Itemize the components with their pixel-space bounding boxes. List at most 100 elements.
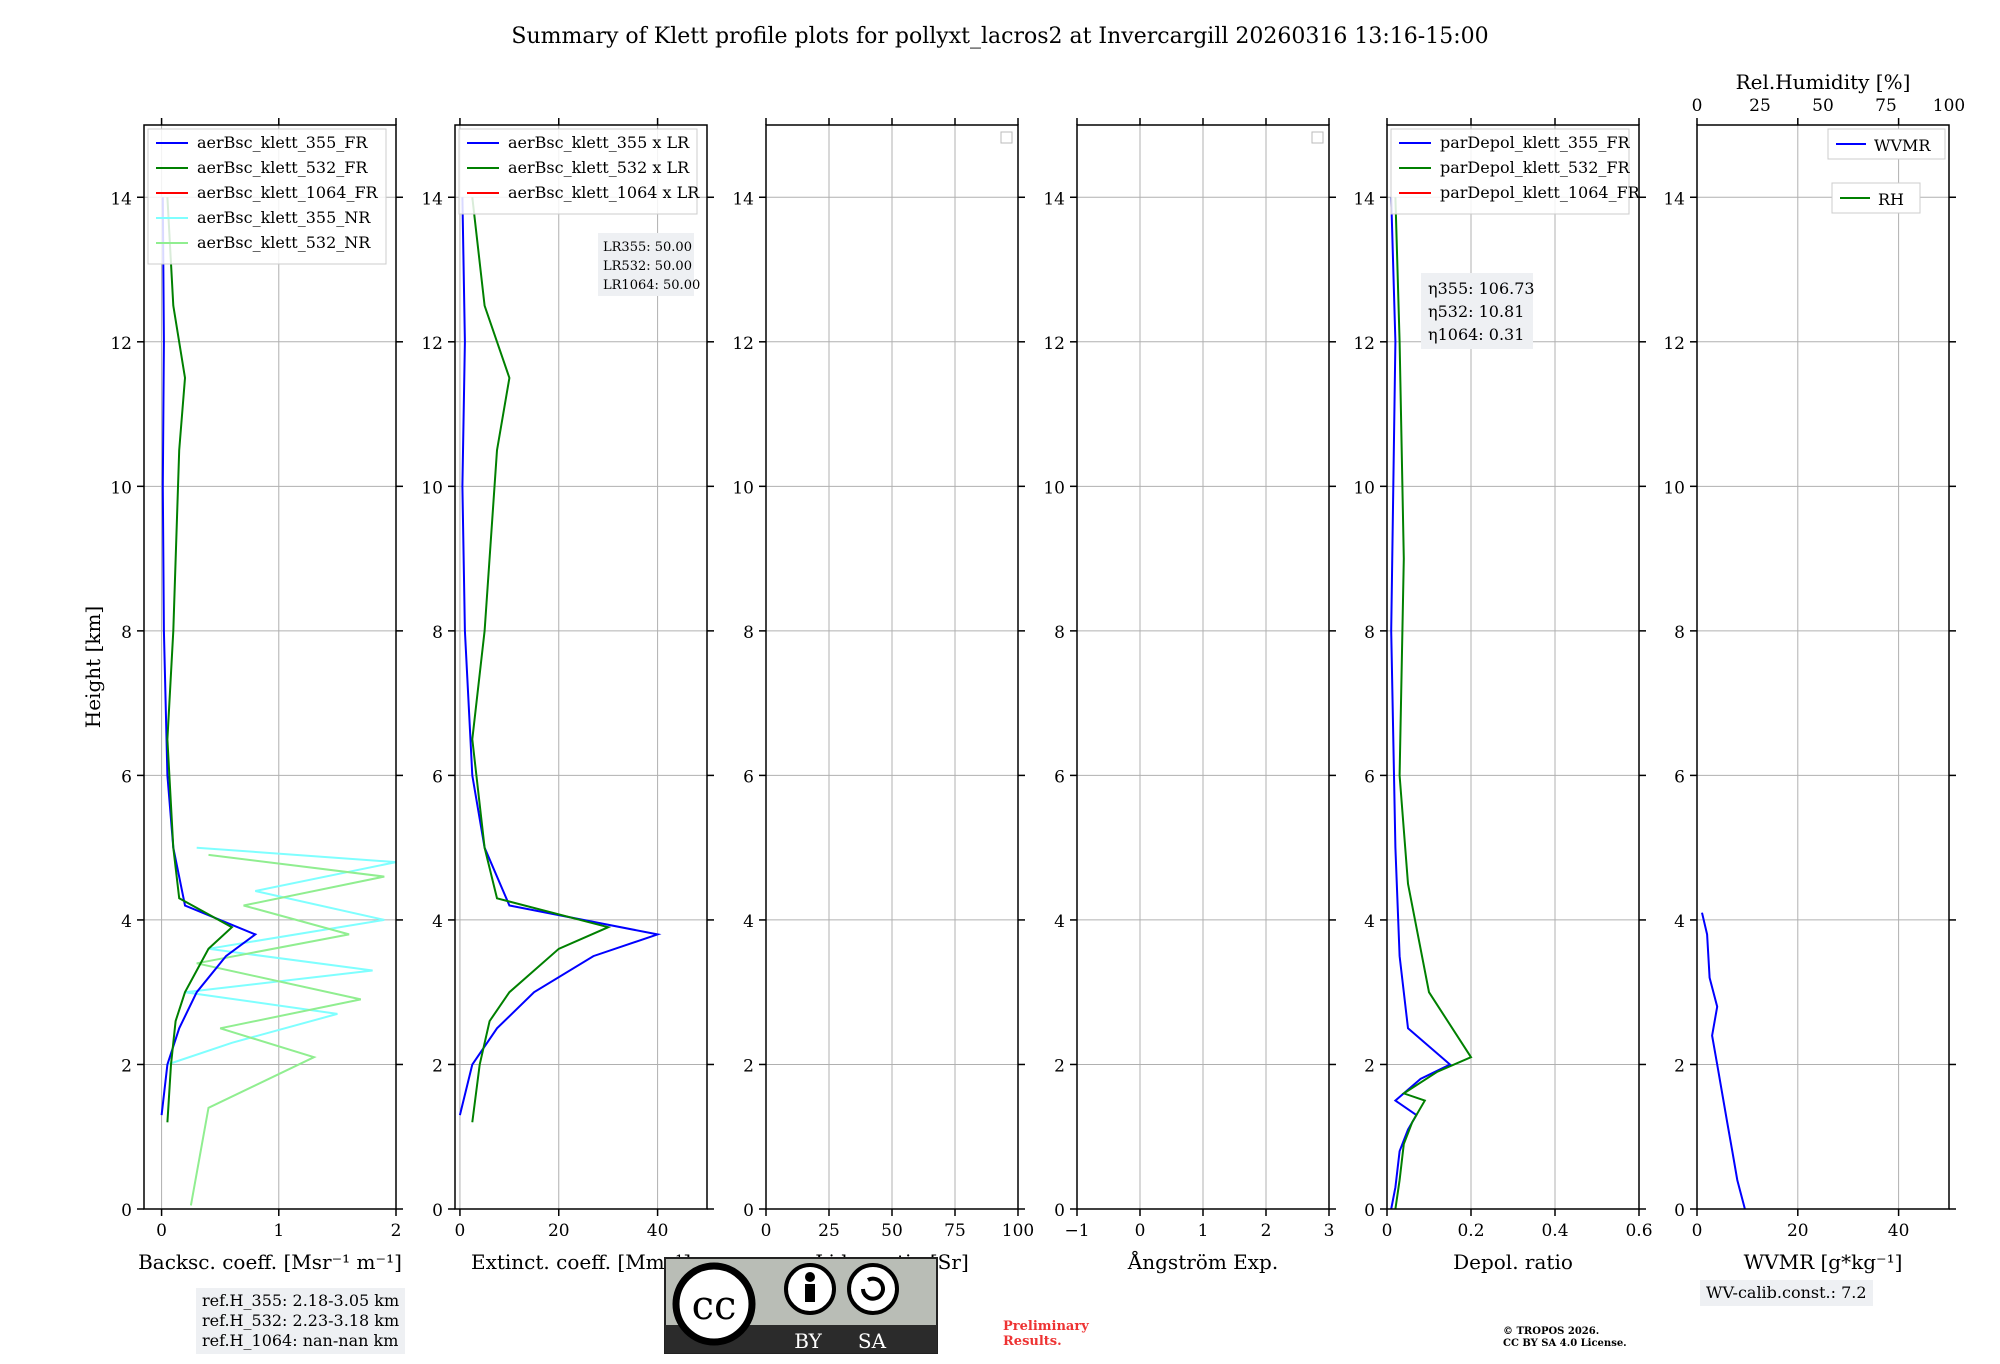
by-person-body-icon (805, 1284, 815, 1302)
x-tick-label: 40 (1888, 1221, 1910, 1241)
y-tick-label: 10 (1353, 478, 1375, 498)
y-tick-label: 12 (110, 334, 132, 354)
y-tick-label: 10 (110, 478, 132, 498)
y-tick-label: 6 (121, 767, 132, 787)
x-tick-label: 20 (548, 1221, 570, 1241)
series-WVMR (1701, 912, 1746, 1210)
figure-title: Summary of Klett profile plots for polly… (511, 24, 1488, 49)
top-x-tick-label: 0 (1692, 96, 1703, 116)
y-tick-label: 6 (1364, 767, 1375, 787)
copyright-line1: © TROPOS 2026. (1503, 1326, 1600, 1337)
y-tick-label: 2 (432, 1056, 443, 1076)
series-aerBsc_klett_532_FR (166, 197, 234, 1123)
x-tick-label: 2 (1261, 1221, 1272, 1241)
x-tick-label: 100 (1002, 1221, 1034, 1241)
y-tick-label: 10 (421, 478, 443, 498)
x-tick-label: 0 (1135, 1221, 1146, 1241)
legend-label: RH (1878, 190, 1904, 209)
y-tick-label: 8 (743, 623, 754, 643)
y-tick-label: 2 (1054, 1056, 1065, 1076)
eta-value-2: η1064: 0.31 (1428, 325, 1524, 344)
legend-label: aerBsc_klett_532_FR (197, 158, 368, 177)
y-axis-label: Height [km] (81, 606, 105, 728)
panel-lidar-ratio: 024681012140255075100Lidar ratio [Sr] (732, 118, 1034, 1274)
legend-label: parDepol_klett_1064_FR (1440, 183, 1641, 202)
x-axis-label: Depol. ratio (1453, 1250, 1573, 1274)
y-tick-label: 14 (732, 189, 754, 209)
copyright-line2: CC BY SA 4.0 License. (1503, 1338, 1627, 1349)
refh-532: ref.H_532: 2.23-3.18 km (202, 1311, 400, 1330)
y-tick-label: 4 (743, 912, 754, 932)
x-tick-label: 0 (761, 1221, 772, 1241)
empty-legend-icon (1311, 131, 1324, 144)
preliminary-line1: Preliminary (1003, 1319, 1089, 1334)
series-parDepol_klett_355_FR (1390, 197, 1452, 1210)
top-x-tick-label: 100 (1933, 96, 1965, 116)
x-axis-label: Ångström Exp. (1127, 1249, 1278, 1274)
cc-logo-text: cc (692, 1283, 737, 1329)
y-tick-label: 8 (1674, 623, 1685, 643)
x-tick-label: 0 (1382, 1221, 1393, 1241)
preliminary-line2: Results. (1003, 1334, 1062, 1349)
eta-value-1: η532: 10.81 (1428, 302, 1524, 321)
legend-label: aerBsc_klett_355 x LR (508, 133, 690, 152)
axes-frame (765, 124, 1019, 1210)
y-tick-label: 4 (432, 912, 443, 932)
series-aerBsc_klett_532_NR (189, 853, 385, 1206)
x-tick-label: 75 (944, 1221, 966, 1241)
eta-annotation-box (1421, 273, 1533, 349)
top-x-tick-label: 75 (1875, 96, 1897, 116)
y-tick-label: 6 (432, 767, 443, 787)
x-axis-label: Backsc. coeff. [Msr⁻¹ m⁻¹] (138, 1250, 402, 1274)
x-tick-label: 1 (1198, 1221, 1209, 1241)
legend-label: parDepol_klett_355_FR (1440, 133, 1631, 152)
y-tick-label: 8 (1054, 623, 1065, 643)
lr-annotation-box (598, 233, 694, 296)
sa-circle-icon (847, 1263, 899, 1315)
legend-label: aerBsc_klett_1064 x LR (508, 183, 700, 202)
cc-circle-icon (672, 1262, 756, 1346)
eta-value-0: η355: 106.73 (1428, 279, 1535, 298)
x-tick-label: 25 (818, 1221, 840, 1241)
copyright: © TROPOS 2026. CC BY SA 4.0 License. (1503, 1326, 1627, 1350)
x-tick-label: 0.6 (1625, 1221, 1652, 1241)
lr-value-0: LR355: 50.00 (603, 240, 692, 255)
sa-arrow-icon (861, 1276, 885, 1301)
x-tick-label: 20 (1787, 1221, 1809, 1241)
y-tick-label: 10 (1043, 478, 1065, 498)
y-tick-label: 4 (121, 912, 132, 932)
y-tick-label: 14 (1043, 189, 1065, 209)
x-tick-label: 0.2 (1457, 1221, 1484, 1241)
lr-value-2: LR1064: 50.00 (603, 278, 700, 293)
empty-legend-icon (1000, 131, 1013, 144)
y-tick-label: 0 (743, 1201, 754, 1221)
x-tick-label: 0.4 (1541, 1221, 1568, 1241)
lr-annotation: LR355: 50.00 LR532: 50.00 LR1064: 50.00 (598, 233, 700, 296)
y-tick-label: 12 (1043, 334, 1065, 354)
series-parDepol_klett_532_FR (1394, 197, 1473, 1210)
y-tick-label: 14 (1353, 189, 1375, 209)
y-tick-label: 14 (1663, 189, 1685, 209)
x-tick-label: 40 (647, 1221, 669, 1241)
y-tick-label: 10 (1663, 478, 1685, 498)
y-tick-label: 12 (1663, 334, 1685, 354)
y-tick-label: 6 (743, 767, 754, 787)
x-tick-label: 3 (1324, 1221, 1335, 1241)
x-tick-label: 0 (1692, 1221, 1703, 1241)
legend-label: aerBsc_klett_355_NR (197, 208, 371, 227)
legend-label: parDepol_klett_532_FR (1440, 158, 1631, 177)
panel-depol: 0 2 4 6 8 10 12 14 0 0.2 0.4 0.6 Depol. ratio parDepo… (1353, 118, 1653, 1274)
x-axis-label: WVMR [g*kg⁻¹] (1744, 1250, 1903, 1274)
panel-extinction: 0 2 4 6 8 10 12 14 0 20 40 Extinct. coeff. [Mm⁻¹] ae… (421, 118, 714, 1274)
y-tick-label: 8 (432, 623, 443, 643)
legend-label: aerBsc_klett_532 x LR (508, 158, 690, 177)
x-tick-label: 50 (881, 1221, 903, 1241)
series-aerBsc_klett_532 x LR (471, 197, 612, 1123)
y-tick-label: 0 (432, 1201, 443, 1221)
axes-frame (1386, 124, 1640, 1210)
top-x-tick-label: 25 (1749, 96, 1771, 116)
x-tick-label: 1 (273, 1221, 284, 1241)
